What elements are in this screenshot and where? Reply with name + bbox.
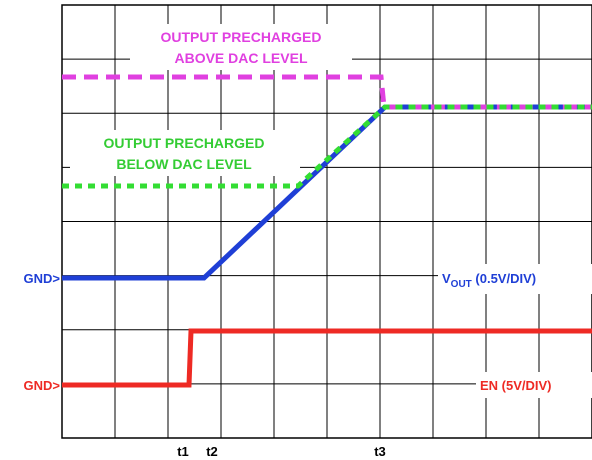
time-marker-t3: t3 <box>374 444 386 459</box>
vout-label-box <box>438 264 592 294</box>
en-label-box <box>476 372 592 398</box>
series-precharged-below <box>62 104 592 189</box>
en-label: EN (5V/DIV) <box>480 378 552 393</box>
annotation-green-top: OUTPUT PRECHARGED <box>103 135 264 151</box>
plot-frame <box>61 4 592 439</box>
vout-label-prefix: V <box>442 271 451 286</box>
annotation-magenta-bottom: ABOVE DAC LEVEL <box>174 50 307 66</box>
vout-label: VOUT (0.5V/DIV) <box>442 271 536 290</box>
time-marker-t1: t1 <box>177 444 189 459</box>
vout-label-suffix: (0.5V/DIV) <box>472 271 536 286</box>
gnd-en-label: GND> <box>24 378 61 393</box>
annotation-magenta-top: OUTPUT PRECHARGED <box>160 29 321 45</box>
annotation-green-bottom: BELOW DAC LEVEL <box>116 156 252 172</box>
annotation-green-box <box>70 130 300 176</box>
series-en <box>62 328 592 388</box>
time-marker-t2: t2 <box>206 444 218 459</box>
annotation-magenta-box <box>130 24 352 70</box>
vout-label-sub: OUT <box>451 279 472 290</box>
gnd-vout-label: GND> <box>24 271 61 286</box>
